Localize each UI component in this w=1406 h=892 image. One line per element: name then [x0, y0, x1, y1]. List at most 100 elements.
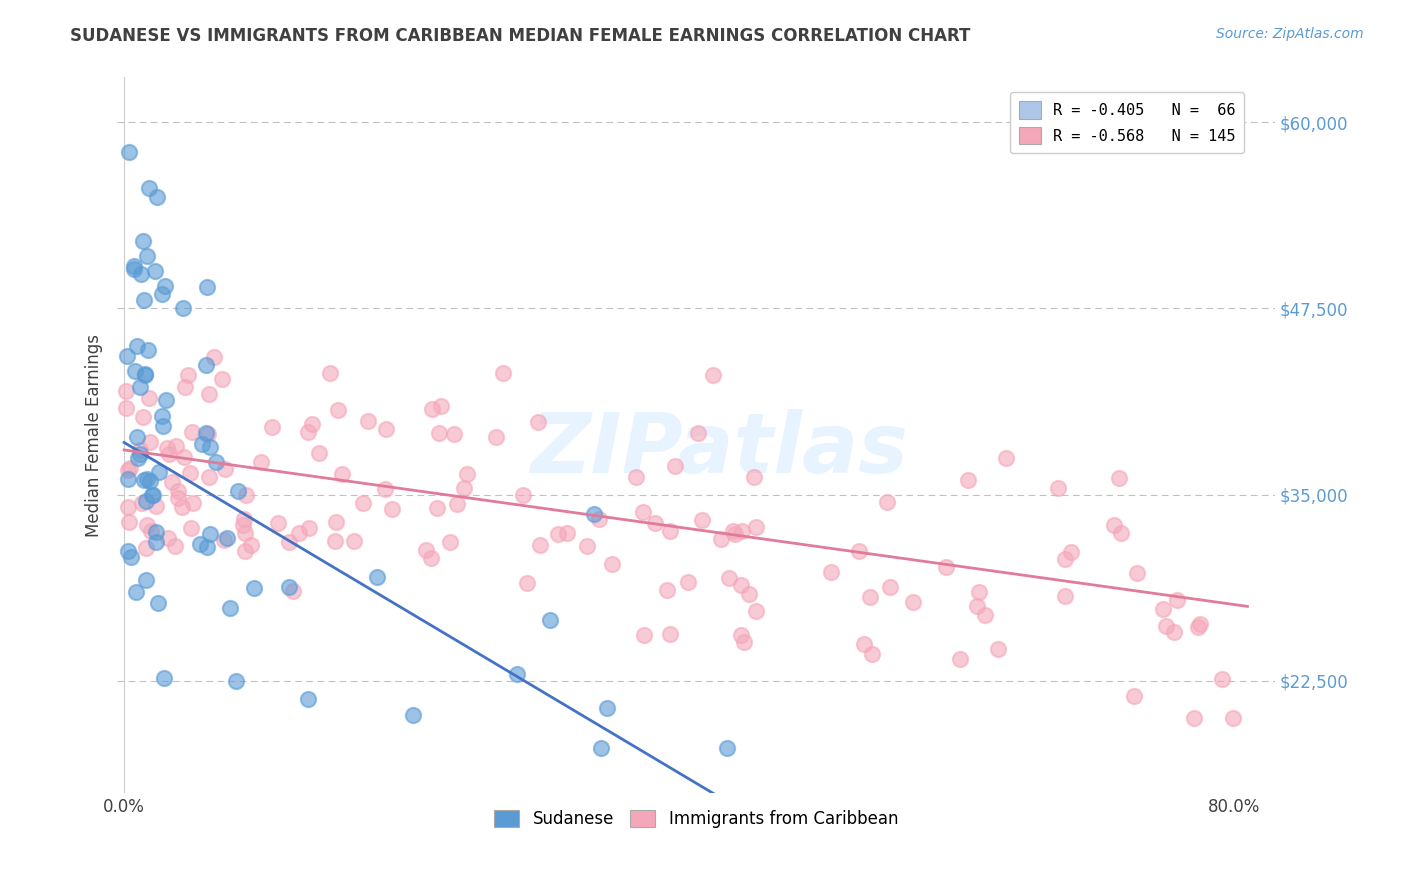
Point [179, 467, 201, 481]
Point [644, 516, 666, 530]
Point [115, 401, 138, 416]
Point [152, 419, 174, 434]
Y-axis label: Median Female Earnings: Median Female Earnings [86, 334, 103, 537]
Point [717, 571, 740, 585]
Point [1222, 711, 1244, 725]
Point [146, 596, 169, 610]
Point [323, 533, 346, 548]
Point [690, 513, 713, 527]
Point [250, 455, 273, 469]
Point [132, 235, 155, 249]
Point [122, 262, 145, 277]
Point [1154, 619, 1177, 633]
Point [235, 488, 257, 502]
Point [145, 524, 167, 539]
Point [202, 350, 225, 364]
Point [120, 549, 142, 564]
Point [733, 634, 755, 648]
Point [710, 533, 733, 547]
Point [198, 470, 221, 484]
Point [197, 387, 219, 401]
Point [150, 286, 173, 301]
Point [1187, 620, 1209, 634]
Point [426, 501, 449, 516]
Point [633, 628, 655, 642]
Point [529, 538, 551, 552]
Point [153, 279, 176, 293]
Point [177, 368, 200, 383]
Point [624, 470, 647, 484]
Point [136, 249, 159, 263]
Point [135, 541, 157, 555]
Point [357, 414, 380, 428]
Point [157, 447, 180, 461]
Point [375, 422, 398, 436]
Point [381, 502, 404, 516]
Point [138, 180, 160, 194]
Point [298, 521, 321, 535]
Point [721, 524, 744, 538]
Point [1189, 617, 1212, 632]
Point [1126, 566, 1149, 580]
Point [277, 580, 299, 594]
Point [218, 601, 240, 615]
Point [212, 533, 235, 547]
Point [173, 450, 195, 465]
Point [233, 526, 256, 541]
Point [742, 470, 765, 484]
Point [664, 458, 686, 473]
Point [301, 417, 323, 432]
Point [262, 419, 284, 434]
Point [124, 364, 146, 378]
Text: SUDANESE VS IMMIGRANTS FROM CARIBBEAN MEDIAN FEMALE EARNINGS CORRELATION CHART: SUDANESE VS IMMIGRANTS FROM CARIBBEAN ME… [70, 27, 970, 45]
Point [129, 267, 152, 281]
Point [1166, 593, 1188, 607]
Point [326, 403, 349, 417]
Point [453, 482, 475, 496]
Point [242, 581, 264, 595]
Point [129, 446, 152, 460]
Point [117, 463, 139, 477]
Point [1102, 518, 1125, 533]
Point [277, 534, 299, 549]
Point [233, 544, 256, 558]
Point [512, 487, 534, 501]
Point [180, 521, 202, 535]
Point [308, 445, 330, 459]
Point [583, 507, 606, 521]
Point [319, 366, 342, 380]
Point [969, 585, 991, 599]
Point [136, 518, 159, 533]
Point [118, 515, 141, 529]
Point [366, 570, 388, 584]
Point [288, 525, 311, 540]
Point [658, 524, 681, 538]
Point [633, 505, 655, 519]
Point [576, 539, 599, 553]
Legend: Sudanese, Immigrants from Caribbean: Sudanese, Immigrants from Caribbean [488, 803, 905, 834]
Text: Source: ZipAtlas.com: Source: ZipAtlas.com [1216, 27, 1364, 41]
Point [678, 574, 700, 589]
Point [232, 517, 254, 532]
Point [1054, 552, 1077, 566]
Point [1060, 545, 1083, 559]
Point [138, 474, 160, 488]
Point [127, 450, 149, 465]
Point [143, 264, 166, 278]
Point [555, 526, 578, 541]
Point [115, 349, 138, 363]
Point [117, 544, 139, 558]
Point [995, 451, 1018, 466]
Point [352, 496, 374, 510]
Point [152, 671, 174, 685]
Point [195, 280, 218, 294]
Point [139, 434, 162, 449]
Point [136, 343, 159, 357]
Point [730, 578, 752, 592]
Point [226, 484, 249, 499]
Point [131, 496, 153, 510]
Point [859, 591, 882, 605]
Point [374, 483, 396, 497]
Point [141, 488, 163, 502]
Point [589, 741, 612, 756]
